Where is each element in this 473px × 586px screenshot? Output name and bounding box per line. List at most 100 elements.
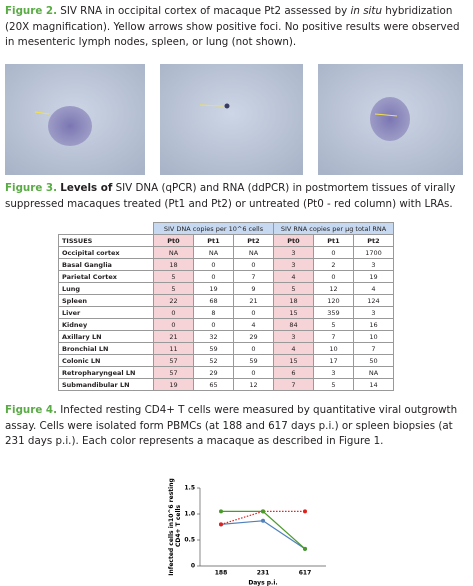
arrow xyxy=(374,113,398,117)
x-tick-label: 188 xyxy=(215,570,228,577)
table-cell: 0 xyxy=(153,318,194,331)
y-tick-label: 1.0 xyxy=(184,511,195,518)
series-line xyxy=(221,510,306,550)
micrographs xyxy=(5,64,463,175)
data-point xyxy=(303,509,307,514)
table-cell: 5 xyxy=(153,282,194,295)
caption-text: Infected resting CD4+ T cells were measu… xyxy=(5,404,458,447)
table-cell: 0 xyxy=(193,258,234,271)
table-cell: 0 xyxy=(193,318,234,331)
figure-3-caption: Figure 3. Levels of SIV DNA (qPCR) and R… xyxy=(5,181,467,212)
table-cell: 3 xyxy=(353,306,394,319)
table-cell: 0 xyxy=(313,246,354,259)
table-cell: 5 xyxy=(313,318,354,331)
table-cell: 59 xyxy=(233,354,274,367)
table-cell: 0 xyxy=(313,270,354,283)
tissue-name: Axillary LN xyxy=(58,330,154,343)
table-row: Kidney 0 0 4 84 5 16 xyxy=(58,318,394,331)
table-row: Liver 0 8 0 15 359 3 xyxy=(58,306,394,319)
table-cell: 0 xyxy=(193,270,234,283)
table-cell: NA xyxy=(353,366,394,379)
table-cell: 359 xyxy=(313,306,354,319)
table-cell: 16 xyxy=(353,318,394,331)
table-cell: 15 xyxy=(273,354,314,367)
table-cell: NA xyxy=(233,246,274,259)
table-cell: 7 xyxy=(273,378,314,391)
table-cell: 32 xyxy=(193,330,234,343)
caption-bold: Levels of xyxy=(60,182,113,194)
table-cell: 29 xyxy=(233,330,274,343)
caption-text: SIV DNA (qPCR) and RNA (ddPCR) in postmo… xyxy=(5,182,456,210)
table-cell: 4 xyxy=(273,342,314,355)
table-cell: 50 xyxy=(353,354,394,367)
table-cell: 12 xyxy=(313,282,354,295)
table-cell: 4 xyxy=(353,282,394,295)
caption-text: hybridization (20X magnification). Yello… xyxy=(5,5,460,48)
table-cell: 19 xyxy=(353,270,394,283)
data-point xyxy=(261,518,265,523)
caption-italic: in situ xyxy=(350,5,382,17)
table-cell: 84 xyxy=(273,318,314,331)
column-header: Pt0 xyxy=(273,234,314,247)
group-header: SIV RNA copies per μg total RNA xyxy=(273,222,394,235)
table-row: Occipital cortex NA NA NA 3 0 1700 xyxy=(58,246,394,259)
column-header-row: TISSUES Pt0 Pt1 Pt2 Pt0 Pt1 Pt2 xyxy=(58,234,394,247)
data-point xyxy=(261,509,265,514)
table-cell: 0 xyxy=(233,342,274,355)
table-cell: 65 xyxy=(193,378,234,391)
x-tick-label: 617 xyxy=(299,570,312,577)
data-point xyxy=(219,509,223,514)
figure-4-caption: Figure 4. Infected resting CD4+ T cells … xyxy=(5,403,467,450)
table-cell: 14 xyxy=(353,378,394,391)
table-cell: 59 xyxy=(193,342,234,355)
table-cell: 124 xyxy=(353,294,394,307)
table-cell: 4 xyxy=(273,270,314,283)
table-cell: 15 xyxy=(273,306,314,319)
table-cell: 18 xyxy=(153,258,194,271)
table-cell: 0 xyxy=(233,306,274,319)
tissue-name: Kidney xyxy=(58,318,154,331)
x-axis-label: Days p.i. xyxy=(248,580,277,586)
table-cell: 7 xyxy=(233,270,274,283)
tissue-name: Colonic LN xyxy=(58,354,154,367)
table-cell: 8 xyxy=(193,306,234,319)
x-tick-label: 231 xyxy=(257,570,270,577)
table-row: Axillary LN 21 32 29 3 7 10 xyxy=(58,330,394,343)
table-cell: 5 xyxy=(313,378,354,391)
table-cell: 12 xyxy=(233,378,274,391)
group-header-row: SIV DNA copies per 10^6 cells SIV RNA cop… xyxy=(59,222,394,235)
table-cell: 7 xyxy=(313,330,354,343)
tissue-name: Liver xyxy=(58,306,154,319)
table-cell: 9 xyxy=(233,282,274,295)
table-row: Parietal Cortex 5 0 7 4 0 19 xyxy=(58,270,394,283)
y-tick-label: 0 xyxy=(191,563,195,570)
table-cell: 22 xyxy=(153,294,194,307)
table-cell: 3 xyxy=(313,366,354,379)
table-cell: 7 xyxy=(353,342,394,355)
series-line xyxy=(220,520,306,550)
header-cell xyxy=(59,223,154,235)
table-cell: 5 xyxy=(153,270,194,283)
tissue-name: Parietal Cortex xyxy=(58,270,154,283)
group-header: SIV DNA copies per 10^6 cells xyxy=(153,222,274,235)
figure-label: Figure 3. xyxy=(5,182,57,194)
table-cell: 0 xyxy=(233,366,274,379)
data-point xyxy=(219,522,223,527)
caption-text: SIV RNA in occipital cortex of macaque P… xyxy=(60,5,351,17)
tissue-name: Bronchial LN xyxy=(58,342,154,355)
tissue-name: Basal Ganglia xyxy=(58,258,154,271)
table-cell: 3 xyxy=(273,258,314,271)
table-cell: 18 xyxy=(273,294,314,307)
table-cell: 1700 xyxy=(353,246,394,259)
table-cell: 11 xyxy=(153,342,194,355)
table-cell: NA xyxy=(153,246,194,259)
table-cell: 10 xyxy=(313,342,354,355)
column-header: Pt2 xyxy=(233,234,274,247)
figure-label: Figure 2. xyxy=(5,5,57,17)
tissue-name: Spleen xyxy=(58,294,154,307)
table-cell: 3 xyxy=(273,330,314,343)
table-cell: 2 xyxy=(313,258,354,271)
tissue-focus xyxy=(48,106,92,146)
table-cell: 17 xyxy=(313,354,354,367)
chart: 0 0.5 1.0 1.5 188 231 617 Days p.i. Infected cel… xyxy=(168,478,326,586)
